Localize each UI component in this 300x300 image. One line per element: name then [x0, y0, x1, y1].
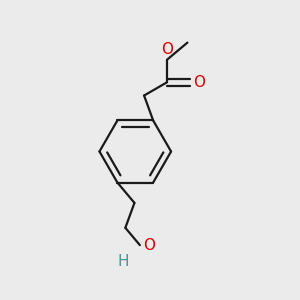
Text: O: O [193, 75, 205, 90]
Text: O: O [142, 238, 154, 253]
Text: O: O [161, 42, 173, 57]
Text: H: H [118, 254, 130, 269]
